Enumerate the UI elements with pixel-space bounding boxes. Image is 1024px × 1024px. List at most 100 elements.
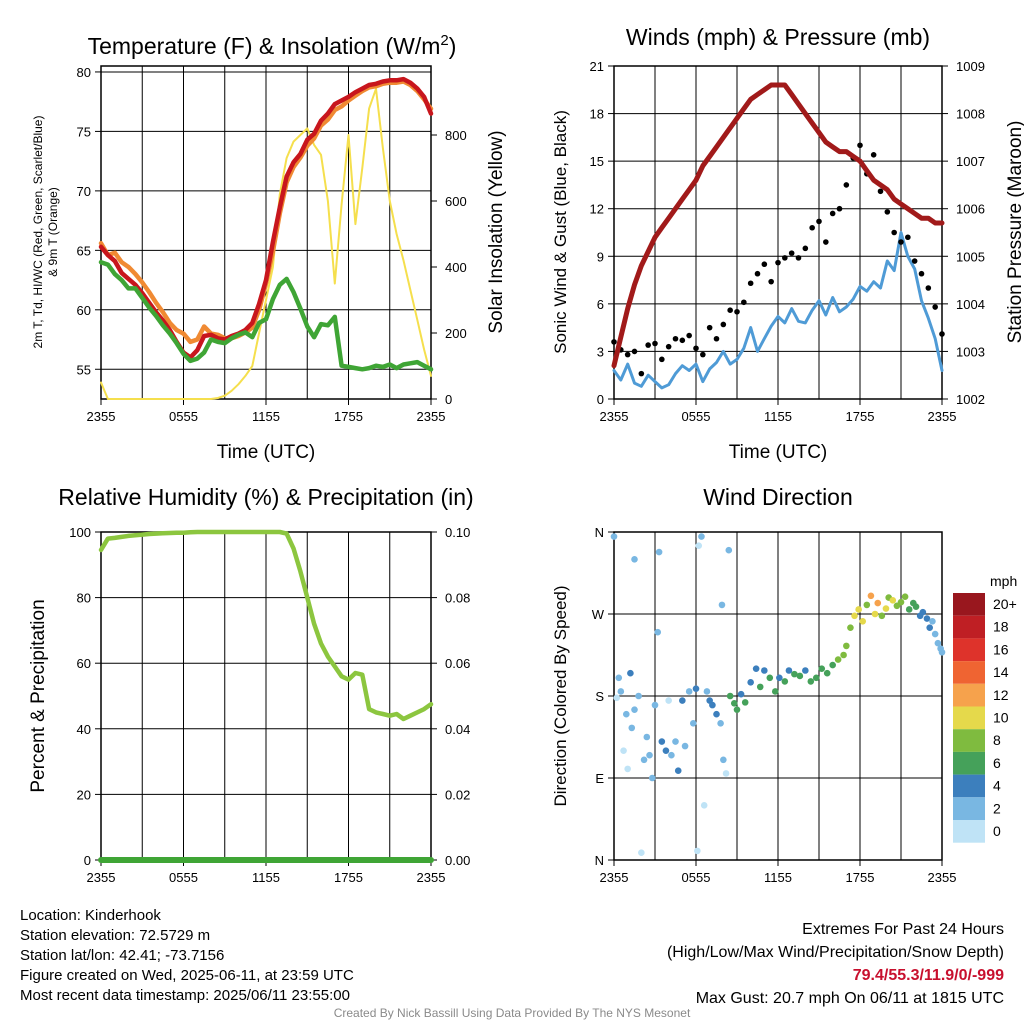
direction-point <box>700 802 708 809</box>
direction-point <box>747 679 754 686</box>
legend-swatch <box>953 706 985 730</box>
direction-point <box>709 701 716 709</box>
speed-legend: mph 20+ 18 16 14 12 10 8 6 4 2 0 <box>953 573 1017 843</box>
legend-label: 6 <box>993 755 1001 771</box>
y2-tick-label: 1006 <box>956 202 985 217</box>
gust-point <box>925 285 932 291</box>
direction-point <box>796 672 804 680</box>
gust-point <box>932 304 938 310</box>
y2-axis-label: Station Pressure (Maroon) <box>1005 121 1024 344</box>
direction-point <box>851 612 858 620</box>
legend-label: 18 <box>993 619 1009 635</box>
legend-label: 4 <box>993 778 1001 794</box>
direction-point <box>834 656 842 663</box>
gust-point <box>802 245 809 252</box>
direction-point <box>752 665 760 672</box>
gust-point <box>795 255 802 261</box>
legend-swatch <box>953 774 985 798</box>
legend-label: 0 <box>993 823 1001 839</box>
insolation-line <box>100 87 432 400</box>
direction-point <box>713 710 720 718</box>
direction-point <box>643 733 651 741</box>
direction-point <box>855 606 862 613</box>
y2-tick-label: 0.10 <box>445 525 470 540</box>
direction-panel: 2355 0555 1155 1755 2355 N E S W N Wind Direction D… <box>551 484 956 885</box>
direction-point <box>610 533 618 540</box>
direction-point <box>878 612 886 620</box>
direction-point <box>627 669 634 677</box>
direction-point <box>741 699 749 706</box>
y-tick-label: 80 <box>77 65 91 80</box>
direction-point <box>882 605 890 612</box>
direction-point <box>623 710 630 718</box>
y-tick-label: 0 <box>84 853 91 868</box>
direction-point <box>725 546 733 554</box>
gust-point <box>747 280 754 287</box>
direction-point <box>665 697 672 704</box>
direction-point <box>812 674 820 682</box>
direction-point <box>802 667 809 674</box>
direction-point <box>620 747 627 754</box>
credit-text: Created By Nick Bassill Using Data Provi… <box>333 1006 691 1020</box>
x-tick-label: 2355 <box>87 870 116 885</box>
y-axis-label: Sonic Wind & Gust (Blue, Black) <box>551 110 570 354</box>
gust-point <box>884 209 891 215</box>
legend-label: 2 <box>993 800 1001 816</box>
direction-point <box>685 688 693 695</box>
y-tick-label: N <box>595 853 604 868</box>
legend-swatch <box>953 615 985 639</box>
direction-point <box>655 548 663 556</box>
direction-point <box>718 601 726 609</box>
x-tick-label: 2355 <box>928 870 957 885</box>
x-tick-label: 0555 <box>169 870 198 885</box>
gust-point <box>905 234 911 241</box>
y2-tick-label: 1003 <box>956 344 985 359</box>
direction-point <box>843 642 850 650</box>
gust-point <box>679 337 686 344</box>
legend-swatch <box>953 661 985 684</box>
direction-point <box>613 694 621 702</box>
direction-point <box>631 556 638 563</box>
x-tick-label: 1755 <box>846 870 875 885</box>
direction-point <box>717 720 724 727</box>
y-tick-label: 0 <box>597 392 604 407</box>
direction-point <box>692 685 700 693</box>
legend-label: 8 <box>993 732 1001 748</box>
direction-point <box>662 747 670 754</box>
legend-label: 20+ <box>993 596 1017 612</box>
direction-point <box>635 692 642 700</box>
legend-label: 10 <box>993 710 1009 726</box>
y-tick-label: 18 <box>590 107 604 122</box>
y-tick-label: E <box>595 771 604 786</box>
legend-swatch <box>953 683 985 707</box>
chart-title-main: Temperature (F) & Insolation (W/m <box>88 33 441 59</box>
gust-point <box>898 239 904 245</box>
gust-point <box>659 356 665 363</box>
y-tick-label: 20 <box>77 787 91 802</box>
y-axis-label: Direction (Colored By Speed) <box>551 585 570 806</box>
dewpoint-line <box>98 259 434 372</box>
direction-point <box>934 639 942 647</box>
x-axis-label: Time (UTC) <box>729 442 828 463</box>
legend-swatch <box>953 751 985 775</box>
location-text: Location: Kinderhook <box>20 907 161 924</box>
winds-panel: 2355 0555 1155 1755 2355 0 3 6 9 12 15 18 21 1002 1003… <box>551 24 1024 463</box>
direction-point <box>829 661 836 669</box>
direction-point <box>919 608 927 616</box>
gust-point <box>645 342 651 348</box>
direction-point <box>926 624 933 631</box>
direction-point <box>847 624 854 631</box>
direction-point <box>737 690 745 698</box>
station-info: Location: Kinderhook Station elevation: … <box>20 906 354 1006</box>
chart-title: Wind Direction <box>703 484 853 510</box>
gust-point <box>761 261 768 268</box>
direction-point <box>726 692 734 700</box>
direction-point <box>791 670 798 678</box>
gust-point <box>727 307 733 314</box>
x-tick-label: 1155 <box>764 870 792 885</box>
gust-point <box>911 258 918 264</box>
legend-label: 12 <box>993 687 1009 703</box>
direction-point <box>689 720 697 727</box>
direction-point <box>867 592 875 600</box>
direction-point <box>694 847 701 855</box>
